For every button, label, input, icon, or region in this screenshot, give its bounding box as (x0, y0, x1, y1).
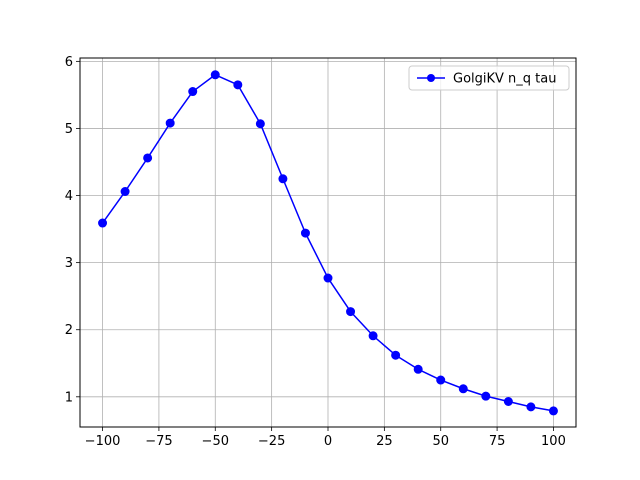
data-point (120, 187, 130, 197)
x-tick-label: 0 (324, 434, 332, 449)
data-point (188, 87, 198, 97)
data-point (436, 375, 446, 385)
grid (80, 58, 576, 427)
data-point (300, 228, 310, 238)
y-tick-label: 4 (65, 189, 73, 204)
data-point (323, 273, 333, 283)
x-tick-label: 100 (541, 434, 566, 449)
data-point (548, 406, 558, 416)
data-point (481, 391, 491, 401)
x-tick-label: −50 (202, 434, 229, 449)
legend-entry-label: GolgiKV n_q tau (453, 72, 556, 87)
data-point (503, 397, 513, 407)
data-point (526, 402, 536, 412)
legend: GolgiKV n_q tau (408, 65, 570, 91)
y-tick-label: 5 (65, 122, 73, 137)
x-tick-label: 25 (376, 434, 393, 449)
data-point (413, 364, 423, 374)
legend-box (408, 65, 570, 91)
data-point (98, 218, 108, 228)
data-point (278, 174, 288, 184)
x-tick-label: −25 (258, 434, 285, 449)
x-tick-label: −75 (145, 434, 172, 449)
data-point (346, 307, 356, 317)
data-point (368, 331, 378, 341)
data-point (233, 80, 243, 90)
y-tick-label: 2 (65, 323, 73, 338)
data-point (210, 70, 220, 80)
data-point (458, 384, 468, 394)
x-tick-label: 50 (432, 434, 449, 449)
legend-marker-swatch (427, 74, 435, 82)
x-tick-label: −100 (85, 434, 121, 449)
data-point (255, 119, 265, 129)
axis-ticks: −100 −75 −50 −25 0 25 50 75 100 1 2 3 4 5 6 (65, 55, 566, 449)
data-point (391, 350, 401, 360)
y-tick-label: 1 (65, 390, 73, 405)
data-point (165, 118, 175, 128)
series-layer (98, 70, 558, 416)
data-point (143, 153, 153, 163)
x-tick-label: 75 (489, 434, 506, 449)
y-tick-label: 3 (65, 256, 73, 271)
y-tick-label: 6 (65, 55, 73, 70)
